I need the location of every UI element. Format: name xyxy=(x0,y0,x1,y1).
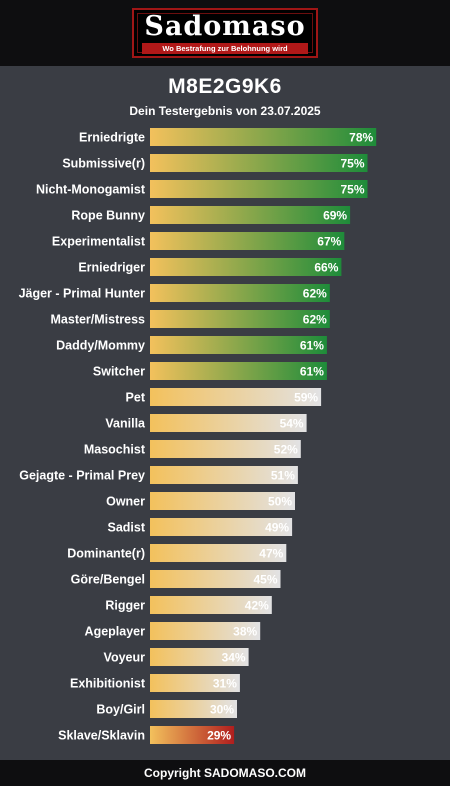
result-bar xyxy=(150,258,342,276)
value-label: 66% xyxy=(314,261,338,275)
category-label: Switcher xyxy=(93,365,145,379)
result-bar xyxy=(150,154,368,172)
value-label: 78% xyxy=(349,131,373,145)
category-label: Sadist xyxy=(107,521,145,535)
category-label: Voyeur xyxy=(104,651,146,665)
result-header: M8E2G9K6 Dein Testergebnis von 23.07.202… xyxy=(0,74,450,119)
category-label: Rigger xyxy=(105,599,145,613)
category-label: Rope Bunny xyxy=(71,209,145,223)
result-date-subtitle: Dein Testergebnis von 23.07.2025 xyxy=(129,104,321,118)
test-code: M8E2G9K6 xyxy=(168,75,282,98)
category-label: Exhibitionist xyxy=(70,677,146,691)
result-bar xyxy=(150,128,377,146)
category-label: Gejagte - Primal Prey xyxy=(19,469,145,483)
value-label: 52% xyxy=(274,443,298,457)
result-bar xyxy=(150,440,301,458)
value-label: 42% xyxy=(245,599,269,613)
category-label: Jäger - Primal Hunter xyxy=(19,287,146,301)
category-label: Erniedrigte xyxy=(79,131,145,145)
value-label: 47% xyxy=(259,547,283,561)
category-label: Göre/Bengel xyxy=(71,573,145,587)
category-label: Sklave/Sklavin xyxy=(58,729,145,743)
result-bar xyxy=(150,336,327,354)
category-label: Experimentalist xyxy=(52,235,146,249)
category-label: Ageplayer xyxy=(85,625,146,639)
result-bar xyxy=(150,362,327,380)
result-bar xyxy=(150,492,295,510)
result-bar xyxy=(150,518,293,536)
result-bar xyxy=(150,674,240,692)
site-logo[interactable]: Sadomaso Wo Bestrafung zur Belohnung wir… xyxy=(132,8,318,58)
category-label: Vanilla xyxy=(105,417,146,431)
result-bar xyxy=(150,570,281,588)
category-label: Masochist xyxy=(84,443,146,457)
result-bar xyxy=(150,388,322,406)
result-bar xyxy=(150,206,351,224)
result-bar xyxy=(150,232,345,250)
value-label: 30% xyxy=(210,703,234,717)
value-label: 61% xyxy=(300,365,324,379)
result-bar xyxy=(150,700,237,718)
value-label: 69% xyxy=(323,209,347,223)
value-label: 38% xyxy=(233,625,257,639)
result-bar xyxy=(150,466,298,484)
logo-name: Sadomaso xyxy=(144,11,306,42)
category-label: Pet xyxy=(126,391,146,405)
logo-tagline: Wo Bestrafung zur Belohnung wird xyxy=(142,43,308,54)
category-label: Daddy/Mommy xyxy=(56,339,145,353)
copyright-text: Copyright SADOMASO.COM xyxy=(144,766,306,780)
value-label: 62% xyxy=(303,313,327,327)
category-label: Master/Mistress xyxy=(51,313,146,327)
value-label: 34% xyxy=(222,651,246,665)
value-label: 54% xyxy=(280,417,304,431)
value-label: 67% xyxy=(317,235,341,249)
value-label: 31% xyxy=(213,677,237,691)
category-label: Dominante(r) xyxy=(67,547,145,561)
result-bar xyxy=(150,284,330,302)
value-label: 49% xyxy=(265,521,289,535)
category-label: Owner xyxy=(106,495,145,509)
result-bar xyxy=(150,622,261,640)
value-label: 75% xyxy=(340,183,364,197)
value-label: 59% xyxy=(294,391,318,405)
category-label: Boy/Girl xyxy=(96,703,145,717)
result-bar xyxy=(150,726,235,744)
category-label: Erniedriger xyxy=(78,261,145,275)
value-label: 29% xyxy=(207,729,231,743)
footer: Copyright SADOMASO.COM xyxy=(0,760,450,786)
value-label: 62% xyxy=(303,287,327,301)
result-bar xyxy=(150,414,307,432)
result-bar xyxy=(150,180,368,198)
result-bar xyxy=(150,544,287,562)
value-label: 51% xyxy=(271,469,295,483)
top-bar: Sadomaso Wo Bestrafung zur Belohnung wir… xyxy=(0,0,450,66)
value-label: 50% xyxy=(268,495,292,509)
result-bar xyxy=(150,310,330,328)
category-label: Nicht-Monogamist xyxy=(36,183,146,197)
value-label: 45% xyxy=(253,573,277,587)
result-bar xyxy=(150,648,249,666)
result-bar xyxy=(150,596,272,614)
value-label: 75% xyxy=(340,157,364,171)
category-label: Submissive(r) xyxy=(62,157,145,171)
value-label: 61% xyxy=(300,339,324,353)
